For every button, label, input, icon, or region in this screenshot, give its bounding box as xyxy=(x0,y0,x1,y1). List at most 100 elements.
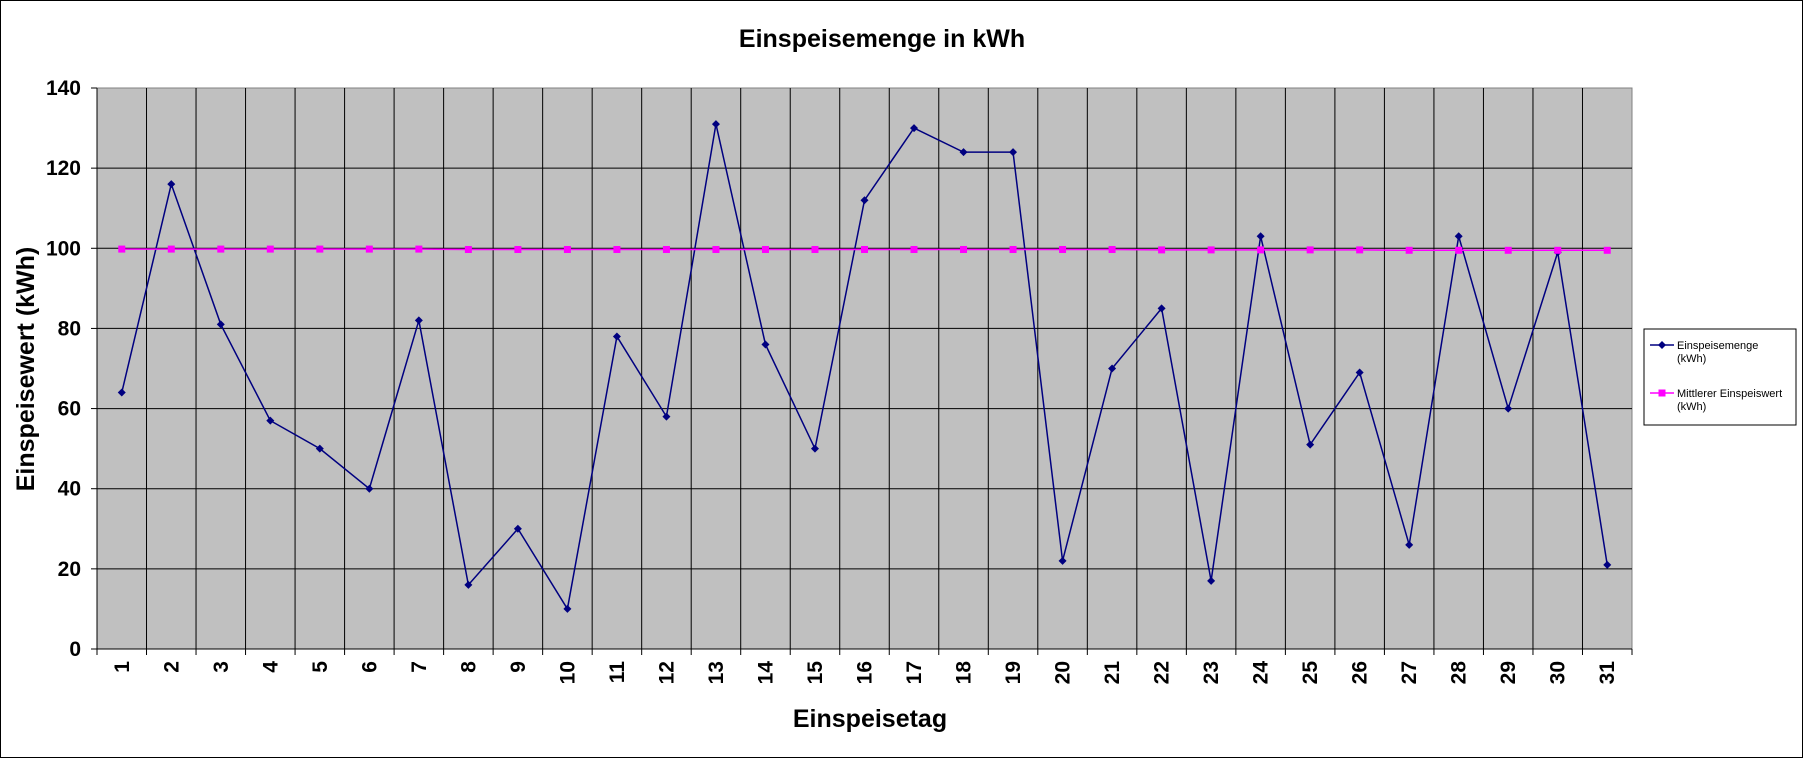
plot-area xyxy=(96,87,1633,650)
data-point xyxy=(266,245,274,253)
data-point xyxy=(1256,232,1265,241)
x-tick-label: 24 xyxy=(1250,661,1273,685)
x-tick-label: 31 xyxy=(1596,661,1619,685)
data-point xyxy=(1158,246,1166,254)
x-tick-label: 22 xyxy=(1151,661,1174,684)
y-tick-label: 0 xyxy=(69,638,81,661)
x-tick-label: 27 xyxy=(1398,661,1421,684)
x-tick-label: 19 xyxy=(1002,661,1025,684)
series-1 xyxy=(117,120,1612,613)
data-point xyxy=(711,120,720,129)
x-tick-label: 12 xyxy=(655,661,678,684)
data-point xyxy=(910,245,918,253)
x-tick-label: 14 xyxy=(754,661,777,685)
data-point xyxy=(1306,440,1315,449)
data-point xyxy=(1603,246,1611,254)
chart-title: Einspeisemenge in kWh xyxy=(739,25,1025,53)
legend: Einspeisemenge(kWh)Mittlerer Einspeiswer… xyxy=(1643,328,1797,426)
y-tick-label: 140 xyxy=(46,77,81,100)
data-point xyxy=(910,124,919,133)
data-point xyxy=(810,444,819,453)
data-point xyxy=(117,388,126,397)
data-point xyxy=(860,196,869,205)
data-point xyxy=(1207,246,1215,254)
data-point xyxy=(761,245,769,253)
x-axis-title: Einspeisetag xyxy=(793,705,947,733)
x-tick-label: 2 xyxy=(160,661,183,673)
data-point xyxy=(365,484,374,493)
data-point xyxy=(415,245,423,253)
x-tick-label: 11 xyxy=(606,661,629,684)
data-point xyxy=(464,245,472,253)
data-point xyxy=(514,245,522,253)
legend-label: Einspeisemenge xyxy=(1677,340,1758,352)
data-point xyxy=(513,524,522,533)
data-point xyxy=(1554,246,1562,254)
x-tick-label: 10 xyxy=(556,661,579,684)
data-point xyxy=(613,245,621,253)
x-tick-label: 7 xyxy=(408,661,431,673)
x-tick-label: 8 xyxy=(457,661,480,673)
data-point xyxy=(315,444,324,453)
y-tick-label: 100 xyxy=(46,237,81,260)
y-tick-label: 60 xyxy=(58,398,81,421)
x-tick-label: 13 xyxy=(705,661,728,684)
x-tick-label: 29 xyxy=(1497,661,1520,684)
y-tick-label: 40 xyxy=(58,478,81,501)
x-tick-label: 23 xyxy=(1200,661,1223,684)
y-tick-label: 20 xyxy=(58,558,81,581)
x-tick-label: 26 xyxy=(1349,661,1372,684)
x-tick-label: 5 xyxy=(309,661,332,673)
x-axis-ticks: 1 2 3 4 5 6 7 8 9 10 11 12 13 14 15 16 17 18 19 20 21 22 23 24 2… xyxy=(96,648,1633,685)
x-tick-label: 3 xyxy=(210,661,233,673)
data-point xyxy=(1108,364,1117,373)
data-point xyxy=(959,148,968,157)
data-point xyxy=(612,332,621,341)
data-point xyxy=(365,245,373,253)
series-2 xyxy=(118,245,1611,254)
data-point xyxy=(662,245,670,253)
x-tick-label: 17 xyxy=(903,661,926,684)
x-tick-label: 21 xyxy=(1101,661,1124,685)
x-tick-label: 16 xyxy=(854,661,877,684)
data-point xyxy=(761,340,770,349)
data-point xyxy=(1603,560,1612,569)
x-tick-label: 20 xyxy=(1052,661,1075,684)
y-axis-title: Einspeisewert (kWh) xyxy=(12,247,40,492)
legend-marker xyxy=(1658,341,1666,349)
series-layer xyxy=(117,120,1612,613)
legend-marker xyxy=(1658,389,1666,397)
y-tick-label: 80 xyxy=(58,317,81,340)
data-point xyxy=(1355,368,1364,377)
data-point xyxy=(167,180,176,189)
data-point xyxy=(266,416,275,425)
data-point xyxy=(1059,245,1067,253)
x-tick-label: 15 xyxy=(804,661,827,685)
data-point xyxy=(1009,148,1018,157)
x-tick-label: 6 xyxy=(358,661,381,673)
data-point xyxy=(167,245,175,253)
y-axis-ticks: 0 20 40 60 80 100 120 140 xyxy=(46,77,98,661)
data-point xyxy=(1157,304,1166,313)
data-point xyxy=(1306,246,1314,254)
data-point xyxy=(1405,246,1413,254)
data-point xyxy=(464,580,473,589)
data-point xyxy=(712,245,720,253)
x-tick-label: 30 xyxy=(1547,661,1570,684)
x-tick-label: 4 xyxy=(259,661,282,673)
data-point xyxy=(563,604,572,613)
data-point xyxy=(216,320,225,329)
data-point xyxy=(1356,246,1364,254)
data-point xyxy=(1108,245,1116,253)
data-point xyxy=(118,245,126,253)
data-point xyxy=(1405,540,1414,549)
data-point xyxy=(1009,245,1017,253)
data-point xyxy=(811,245,819,253)
data-point xyxy=(1454,232,1463,241)
data-point xyxy=(1257,246,1265,254)
data-point xyxy=(316,245,324,253)
data-point xyxy=(861,245,868,253)
data-point xyxy=(563,245,571,253)
y-tick-label: 120 xyxy=(46,157,81,180)
